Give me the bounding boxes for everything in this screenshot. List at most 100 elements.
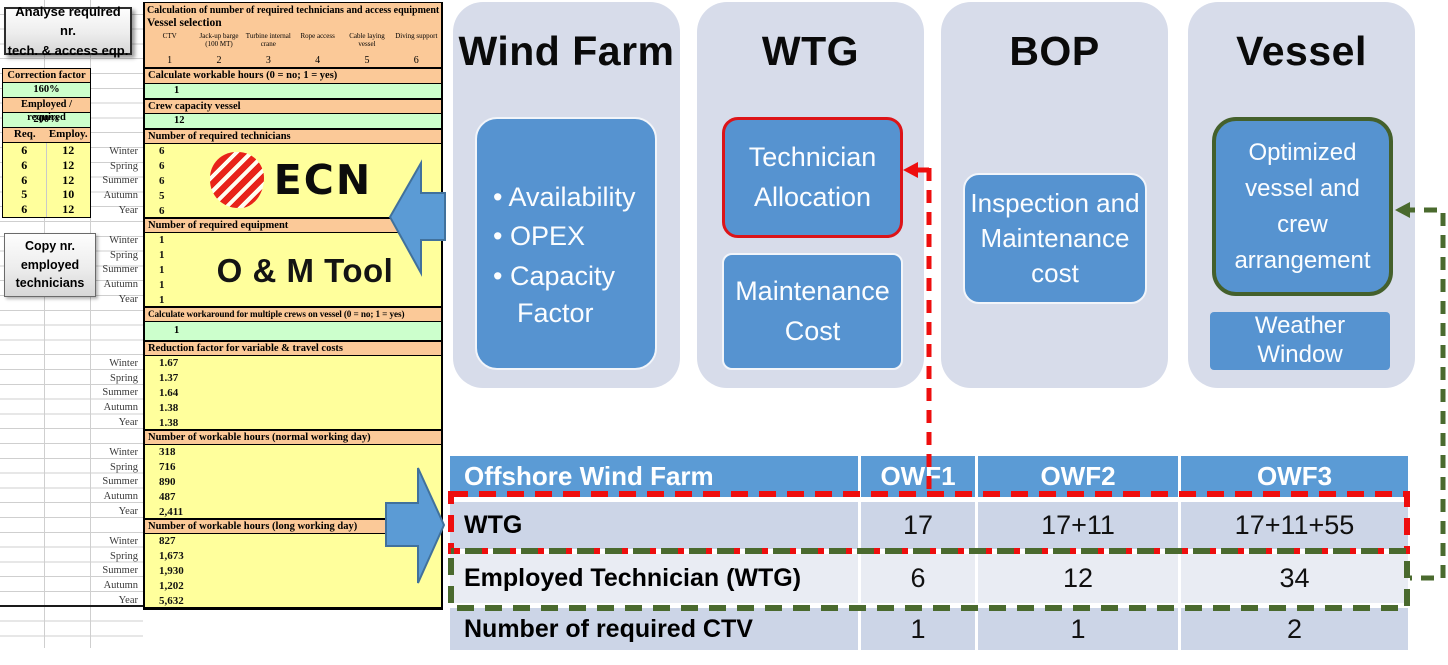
season-value: 5 xyxy=(159,189,165,202)
season-value: 1.67 xyxy=(159,357,179,370)
season-row: Spring 6 xyxy=(88,159,400,174)
req-value: 6 xyxy=(3,143,47,158)
calculation-block: Calculation of number of required techni… xyxy=(143,2,443,610)
analyse-note-box: Analyse required nr. tech. & access eqp. xyxy=(4,4,132,58)
ecn-logo: ECN xyxy=(196,149,386,211)
season-label: Year xyxy=(118,417,138,429)
season-label: Autumn xyxy=(103,402,138,414)
calc-title: Calculation of number of required techni… xyxy=(147,5,440,16)
season-row: Summer 1,930 xyxy=(88,564,400,579)
analyse-note-line: Analyse required nr. xyxy=(15,3,121,39)
season-row: Autumn 5 xyxy=(88,188,400,203)
panel-bop-title: BOP xyxy=(1009,28,1100,74)
owf3-value: 34 xyxy=(1181,554,1408,603)
season-row: Autumn 1,202 xyxy=(88,578,400,593)
required-equipment-label: Number of required equipment xyxy=(145,218,441,233)
wind-farm-bullet: OPEX xyxy=(493,218,655,255)
crew-capacity-value: 12 xyxy=(145,114,441,129)
season-value: 1.64 xyxy=(159,386,179,399)
owf3-value: 2 xyxy=(1181,608,1408,650)
season-value: 1 xyxy=(159,249,165,262)
equipment-number: 4 xyxy=(315,55,321,66)
workable-long-label: Number of workable hours (long working d… xyxy=(145,519,441,534)
employ-value: 12 xyxy=(62,172,75,187)
table-header-owf1: OWF1 xyxy=(861,456,975,497)
req-employ-row: 6 12 xyxy=(3,172,90,188)
season-value: 1 xyxy=(159,263,165,276)
table-row: Number of required CTV 1 1 2 xyxy=(450,608,1408,650)
season-value: 1,202 xyxy=(159,579,184,592)
season-label: Winter xyxy=(109,446,138,458)
panel-bop: BOP Inspection and Maintenance cost xyxy=(941,2,1168,388)
req-employ-row: 6 12 xyxy=(3,143,90,158)
season-row: Summer 1 xyxy=(88,263,400,278)
req-value: 6 xyxy=(3,157,47,173)
season-value: 487 xyxy=(159,490,176,503)
analyse-note-line: tech. & access eqp. xyxy=(7,42,129,58)
owf1-value: 6 xyxy=(861,554,975,603)
table-row: Employed Technician (WTG) 6 12 34 xyxy=(450,554,1408,603)
required-equipment-rows: Winter 1 Spring 1 Summer 1 Autumn 1 Year… xyxy=(88,233,400,307)
required-technicians-rows: Winter 6 Spring 6 Summer 6 Autumn 5 Year… xyxy=(88,144,400,218)
row-label: WTG xyxy=(450,502,858,549)
season-row: Year 1.38 xyxy=(88,415,400,430)
equipment-number: 6 xyxy=(413,55,419,66)
table-row: WTG 17 17+11 17+11+55 xyxy=(450,502,1408,549)
season-label: Winter xyxy=(109,234,138,246)
employ-value: 12 xyxy=(62,143,75,157)
equipment-columns: CTV Jack-up barge (100 MT) Turbine interna… xyxy=(145,30,441,55)
req-value: 6 xyxy=(3,172,47,188)
flow-arrow-right-icon xyxy=(385,467,446,584)
req-employ-row: 6 12 xyxy=(3,202,90,217)
panel-wtg: WTG Technician Allocation Maintenance Co… xyxy=(697,2,924,388)
table-header-owf3: OWF3 xyxy=(1181,456,1408,497)
owf3-value: 17+11+55 xyxy=(1181,502,1408,549)
season-label: Autumn xyxy=(103,491,138,503)
panel-vessel-title: Vessel xyxy=(1236,28,1367,74)
season-value: 827 xyxy=(159,535,176,548)
season-label: Year xyxy=(118,506,138,518)
optimized-vessel-crew-box: Optimized vessel and crew arrangement xyxy=(1212,117,1393,296)
req-header: Req. xyxy=(13,128,36,140)
panel-wind-farm-title: Wind Farm xyxy=(458,28,675,74)
season-label: Summer xyxy=(102,565,138,577)
calc-header-cell: Calculation of number of required techni… xyxy=(145,2,441,68)
req-value: 6 xyxy=(3,202,47,217)
season-label: Spring xyxy=(109,461,138,473)
copy-note-line: employed xyxy=(20,257,80,272)
season-row: Spring 1,673 xyxy=(88,549,400,564)
reduction-factor-rows: Winter 1.67 Spring 1.37 Summer 1.64 Autu… xyxy=(88,356,400,430)
season-row: Spring 1.37 xyxy=(88,371,400,386)
equipment-number: 3 xyxy=(265,55,271,66)
season-label: Spring xyxy=(109,160,138,172)
season-row: Summer 890 xyxy=(88,475,400,490)
season-label: Spring xyxy=(109,550,138,562)
om-tool-label: O & M Tool xyxy=(216,252,394,289)
season-row: Autumn 1 xyxy=(88,277,400,292)
equipment-column-label: CTV xyxy=(162,32,177,40)
season-row: Year 2,411 xyxy=(88,504,400,519)
season-label: Winter xyxy=(109,535,138,547)
season-value: 1 xyxy=(159,278,165,291)
season-row: Year 6 xyxy=(88,203,400,218)
season-row: Spring 716 xyxy=(88,460,400,475)
employ-value: 10 xyxy=(62,187,75,202)
season-value: 890 xyxy=(159,475,176,488)
season-value: 1 xyxy=(159,293,165,306)
season-label: Summer xyxy=(102,175,138,187)
equipment-column-label: Diving support xyxy=(395,32,438,40)
req-value: 5 xyxy=(3,187,47,203)
owf1-value: 17 xyxy=(861,502,975,549)
wind-farm-metrics-box: AvailabilityOPEXCapacity Factor xyxy=(475,117,657,370)
workaround-value: 1 xyxy=(145,322,441,341)
owf2-value: 1 xyxy=(978,608,1178,650)
correction-factor-label: Correction factor xyxy=(3,69,90,83)
ecn-logo-text: ECN xyxy=(273,156,373,204)
employ-header: Employ. xyxy=(48,128,88,140)
table-header-owf2: OWF2 xyxy=(978,456,1178,497)
workable-hours-question: Calculate workable hours (0 = no; 1 = ye… xyxy=(145,68,441,84)
season-row: Winter 1 xyxy=(88,233,400,248)
season-label: Autumn xyxy=(103,580,138,592)
employ-value: 12 xyxy=(62,157,75,172)
